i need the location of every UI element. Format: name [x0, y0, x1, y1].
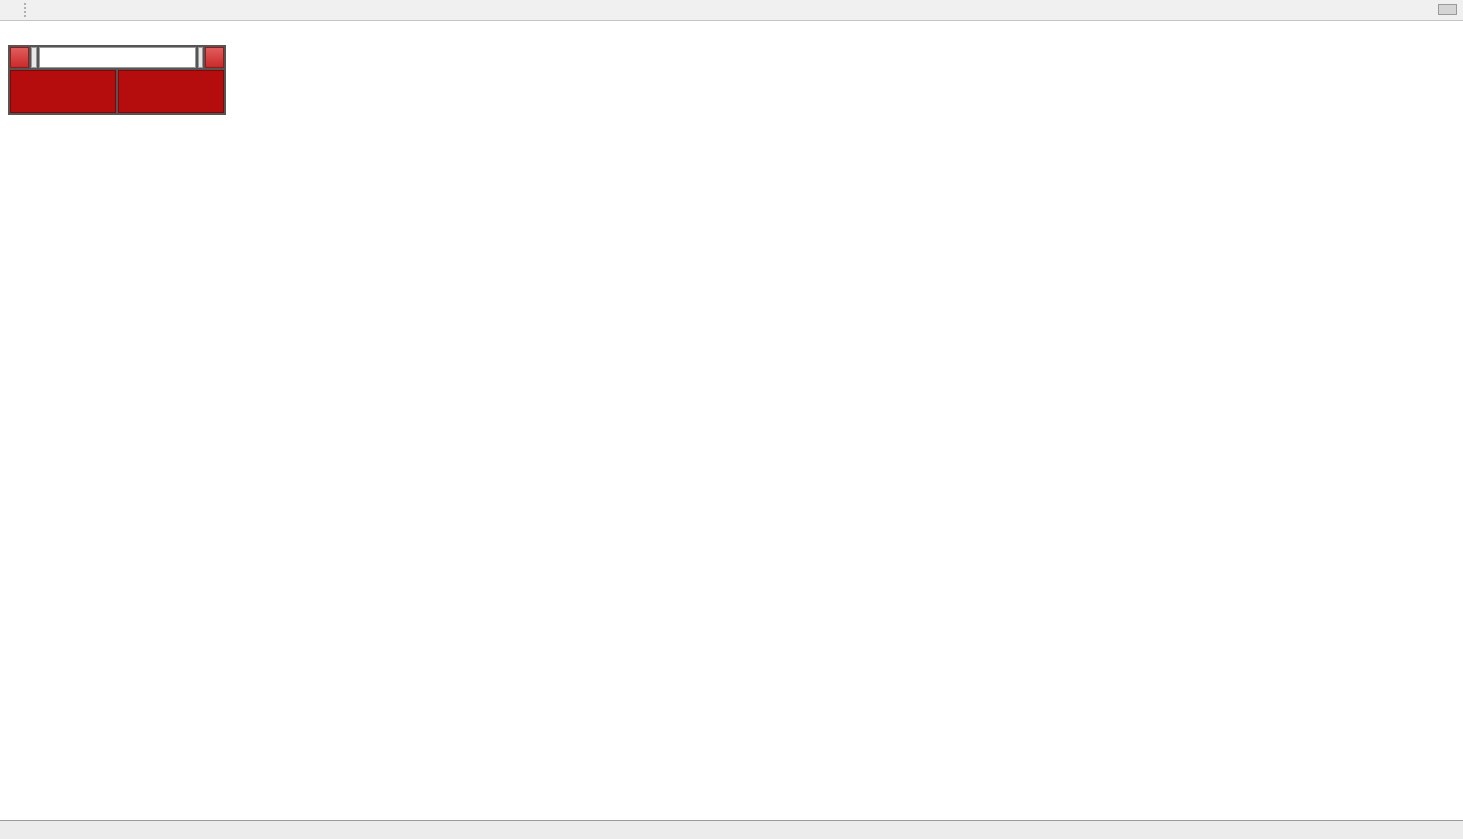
volume-increase-button[interactable] [197, 47, 204, 68]
chart-window[interactable] [0, 21, 1463, 820]
buy-button[interactable] [205, 47, 224, 68]
sell-button[interactable] [10, 47, 29, 68]
one-click-order-row [10, 47, 224, 68]
volume-decrease-button[interactable] [30, 47, 37, 68]
chart-tabs-bar [0, 820, 1463, 839]
volume-input[interactable] [38, 47, 196, 68]
toolbar-grip[interactable] [24, 3, 29, 17]
price-chart-canvas[interactable] [0, 21, 1463, 820]
scrollbar-thumb[interactable] [1438, 4, 1457, 15]
bid-price-display[interactable] [10, 70, 116, 113]
one-click-price-row [10, 70, 224, 113]
one-click-trading-panel [8, 45, 226, 115]
timeframe-toolbar [0, 0, 1463, 21]
chart-title [8, 26, 18, 38]
ask-price-display[interactable] [118, 70, 224, 113]
